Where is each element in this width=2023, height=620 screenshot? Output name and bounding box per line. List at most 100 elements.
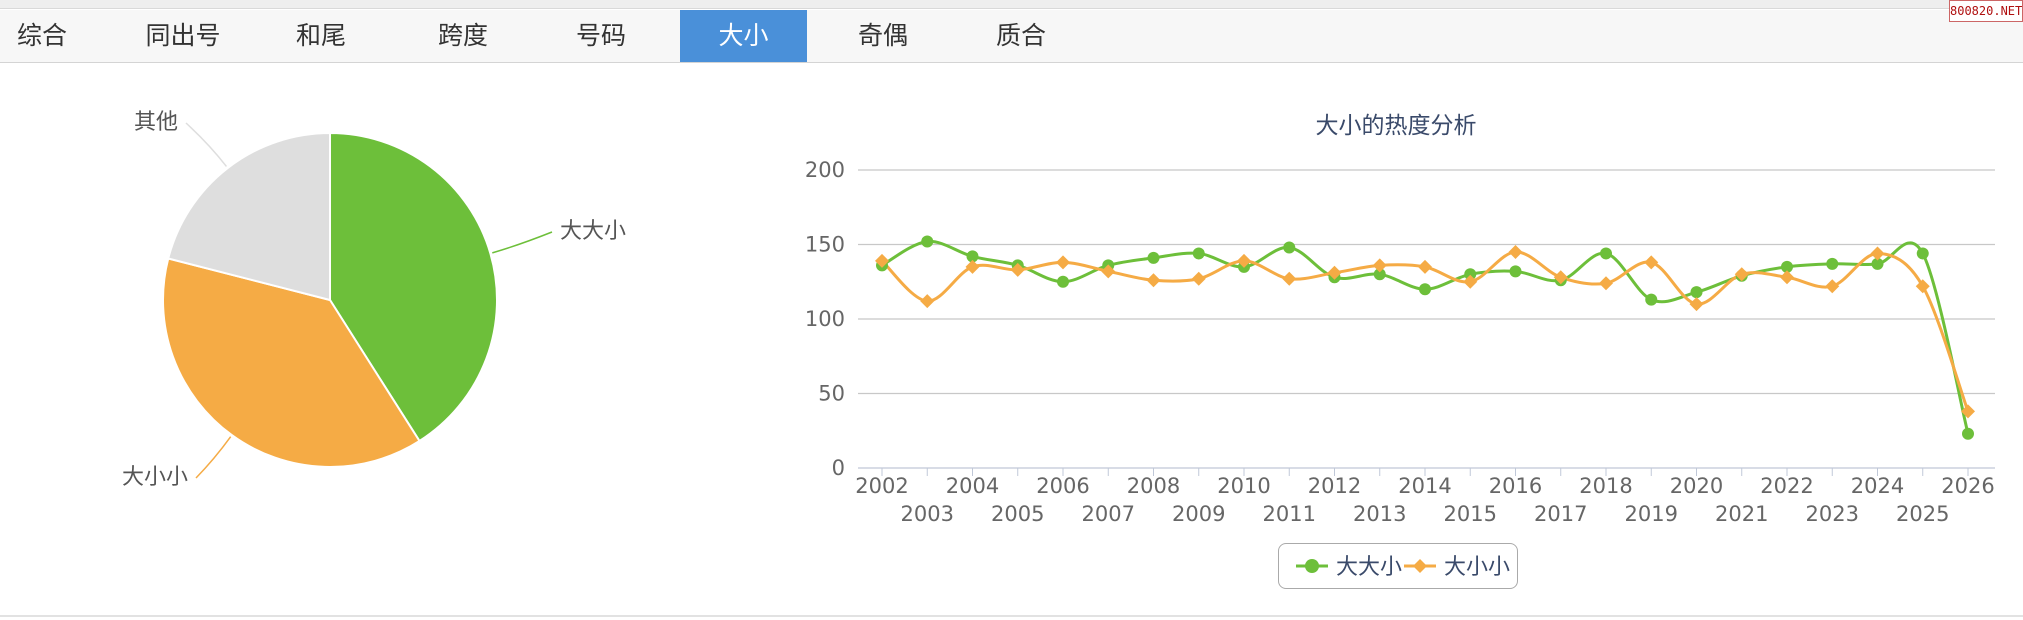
point-1-7 <box>1191 271 1206 286</box>
point-1-9 <box>1282 271 1297 286</box>
pie-label-2: 其他 <box>134 110 178 135</box>
x-tick-12: 2014 <box>1398 474 1451 498</box>
tab-6[interactable]: 奇偶 <box>857 21 908 50</box>
x-tick-5: 2007 <box>1082 502 1135 526</box>
point-0-13 <box>1464 268 1477 281</box>
pie-slice-1 <box>162 257 421 468</box>
x-tick-15: 2017 <box>1534 502 1587 526</box>
tab-3[interactable]: 跨度 <box>437 21 488 50</box>
point-1-6 <box>1146 273 1161 288</box>
x-tick-3: 2005 <box>991 502 1044 526</box>
x-tick-24: 2026 <box>1941 474 1994 498</box>
tab-2[interactable]: 和尾 <box>295 21 346 50</box>
point-1-1 <box>920 294 935 309</box>
point-0-11 <box>1373 268 1386 281</box>
point-1-0 <box>875 253 889 268</box>
y-tick-2: 100 <box>805 307 845 331</box>
pie-connector-1 <box>195 436 232 479</box>
x-tick-20: 2022 <box>1760 474 1813 498</box>
point-1-22 <box>1870 246 1885 261</box>
point-1-5 <box>1101 264 1116 279</box>
x-tick-14: 2016 <box>1489 474 1542 498</box>
point-0-20 <box>1781 260 1793 273</box>
point-1-17 <box>1644 255 1659 270</box>
point-0-18 <box>1690 286 1703 299</box>
y-tick-3: 150 <box>805 233 845 257</box>
point-1-12 <box>1418 259 1432 274</box>
tab-4[interactable]: 号码 <box>575 21 626 50</box>
x-tick-0: 2002 <box>855 474 908 498</box>
pie-connector-2 <box>185 122 228 167</box>
x-tick-1: 2003 <box>901 502 954 526</box>
point-0-24 <box>1962 427 1974 440</box>
x-tick-8: 2010 <box>1217 474 1270 498</box>
x-tick-10: 2012 <box>1308 474 1361 498</box>
x-tick-7: 2009 <box>1172 502 1225 526</box>
point-1-19 <box>1734 267 1749 282</box>
point-0-21 <box>1826 257 1839 270</box>
tab-5[interactable]: 大小 <box>680 10 807 62</box>
point-0-9 <box>1283 241 1296 254</box>
point-1-4 <box>1056 255 1070 270</box>
bottom-border <box>0 615 2023 617</box>
point-1-11 <box>1372 258 1387 273</box>
point-1-21 <box>1825 279 1840 294</box>
y-tick-0: 0 <box>832 456 845 480</box>
x-tick-23: 2025 <box>1896 502 1949 526</box>
tab-bar: 综合 同出号 和尾 跨度 号码 大小 奇偶 质合 <box>0 10 2023 63</box>
point-0-14 <box>1509 265 1522 278</box>
point-0-4 <box>1057 275 1069 288</box>
point-1-20 <box>1780 270 1794 285</box>
legend-label-0[interactable]: 大大小 <box>1336 555 1402 580</box>
x-tick-21: 2023 <box>1806 502 1859 526</box>
x-tick-6: 2008 <box>1127 474 1180 498</box>
pie-connector-0 <box>492 231 553 254</box>
x-tick-19: 2021 <box>1715 502 1768 526</box>
point-0-12 <box>1419 283 1431 296</box>
point-1-14 <box>1508 244 1523 259</box>
point-1-23 <box>1915 279 1930 294</box>
point-1-18 <box>1689 297 1704 312</box>
pie-label-1: 大小小 <box>122 465 188 490</box>
point-1-13 <box>1463 274 1478 289</box>
x-tick-18: 2020 <box>1670 474 1723 498</box>
point-0-16 <box>1600 247 1612 260</box>
top-border <box>0 0 2023 9</box>
point-0-22 <box>1871 257 1884 270</box>
y-tick-1: 50 <box>818 382 845 406</box>
point-1-2 <box>965 259 980 274</box>
x-tick-17: 2019 <box>1625 502 1678 526</box>
legend-marker-0 <box>1305 559 1319 573</box>
pie-label-0: 大大小 <box>560 219 626 244</box>
point-0-1 <box>921 235 934 248</box>
y-tick-4: 200 <box>805 158 845 182</box>
point-1-8 <box>1237 253 1251 268</box>
point-0-2 <box>966 250 979 263</box>
x-tick-2: 2004 <box>946 474 999 498</box>
chart-title: 大小的热度分析 <box>1316 113 1477 139</box>
pie-slice-2 <box>167 131 331 302</box>
point-1-10 <box>1327 265 1342 280</box>
point-0-7 <box>1192 247 1205 260</box>
x-tick-16: 2018 <box>1579 474 1632 498</box>
point-0-17 <box>1645 293 1658 306</box>
tab-1[interactable]: 同出号 <box>145 21 221 50</box>
point-1-24 <box>1961 404 1975 419</box>
legend-marker-1 <box>1413 559 1427 573</box>
point-1-16 <box>1599 276 1613 291</box>
site-watermark: 800820.NET <box>1949 0 2023 22</box>
x-tick-22: 2024 <box>1851 474 1904 498</box>
point-1-3 <box>1010 262 1025 277</box>
x-tick-4: 2006 <box>1036 474 1089 498</box>
x-tick-13: 2015 <box>1444 502 1497 526</box>
x-tick-9: 2011 <box>1263 502 1316 526</box>
point-0-6 <box>1147 251 1160 264</box>
tab-0[interactable]: 综合 <box>16 21 67 50</box>
point-1-15 <box>1553 270 1568 285</box>
tab-7[interactable]: 质合 <box>995 21 1046 50</box>
x-tick-11: 2013 <box>1353 502 1406 526</box>
legend-label-1[interactable]: 大小小 <box>1444 555 1510 580</box>
point-0-23 <box>1916 247 1929 260</box>
